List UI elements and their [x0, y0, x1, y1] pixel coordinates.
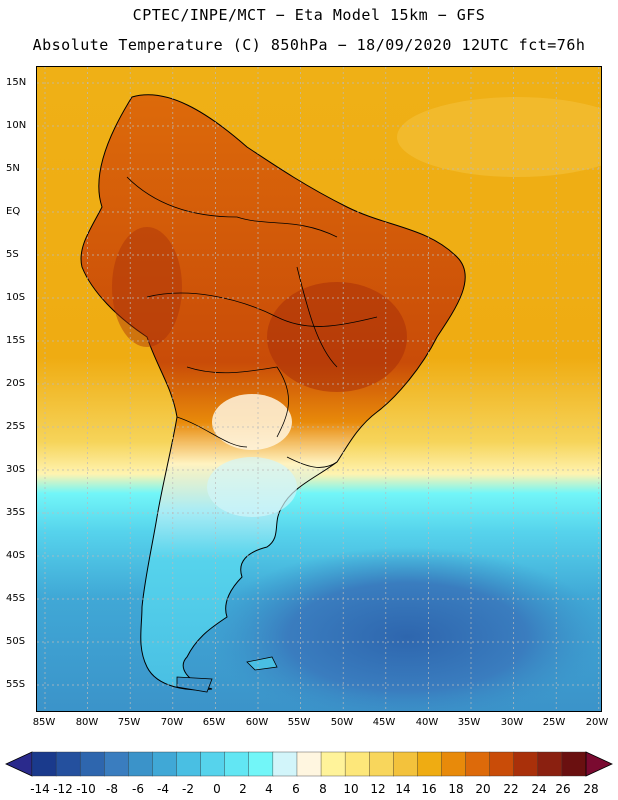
colorbar-cell: [537, 751, 563, 777]
colorbar-label: 12: [370, 782, 386, 796]
lon-label: 50W: [330, 717, 354, 728]
lon-label: 65W: [202, 717, 226, 728]
colorbar-label: 6: [292, 782, 300, 796]
lon-label: 75W: [117, 717, 141, 728]
lon-label: 35W: [457, 717, 481, 728]
hot-core-brazil: [267, 282, 407, 392]
lat-label: EQ: [6, 206, 21, 217]
island-falklands: [246, 656, 278, 671]
lat-label: 20S: [6, 378, 26, 389]
colorbar-label: -10: [76, 782, 96, 796]
colorbar-cell: [465, 751, 491, 777]
lat-label: 15S: [6, 335, 26, 346]
colorbar-cell: [55, 751, 81, 777]
lat-label: 40S: [6, 550, 26, 561]
temperature-field-map: [37, 67, 601, 711]
colorbar-label: 24: [531, 782, 547, 796]
colorbar-label: 26: [555, 782, 571, 796]
colorbar-cell: [369, 751, 394, 777]
colorbar-label: 22: [503, 782, 519, 796]
colorbar-cell: [561, 751, 587, 777]
warm-band-north-ocean: [397, 97, 601, 177]
country-borders: [126, 176, 378, 468]
title-line-2: Absolute Temperature (C) 850hPa − 18/09/…: [32, 36, 586, 54]
colorbar-label: -2: [182, 782, 194, 796]
lon-label: 60W: [245, 717, 269, 728]
lon-label: 45W: [372, 717, 396, 728]
lat-label: 5N: [6, 163, 20, 174]
colorbar-cells: [31, 751, 587, 777]
lat-label: 15N: [6, 77, 27, 88]
colorbar: [5, 751, 613, 777]
colorbar-cell: [176, 751, 202, 777]
colorbar-cell: [128, 751, 153, 777]
colorbar-cell: [224, 751, 250, 777]
colorbar-cell: [489, 751, 515, 777]
cold-core-region: [207, 547, 601, 711]
lat-label: 50S: [6, 636, 26, 647]
island-tierra-del-fuego: [176, 676, 213, 693]
lat-label: 55S: [6, 679, 26, 690]
lat-label: 10S: [6, 292, 26, 303]
colorbar-label: -6: [132, 782, 144, 796]
colorbar-cell: [441, 751, 467, 777]
lat-label: 10N: [6, 120, 27, 131]
colorbar-label: 0: [213, 782, 221, 796]
colorbar-overflow-triangle: [585, 751, 613, 777]
colorbar-cell: [320, 751, 346, 777]
colorbar-cell: [248, 751, 274, 777]
colorbar-label: 4: [265, 782, 273, 796]
colorbar-cell: [417, 751, 442, 777]
hot-core-andes: [112, 227, 182, 347]
colorbar-label: 16: [421, 782, 437, 796]
lon-label: 40W: [415, 717, 439, 728]
lon-label: 55W: [287, 717, 311, 728]
lon-label: 20W: [585, 717, 609, 728]
title-line-1: CPTEC/INPE/MCT − Eta Model 15km − GFS: [132, 6, 486, 24]
colorbar-label: 2: [239, 782, 247, 796]
lat-lon-gridlines: [37, 67, 601, 711]
colorbar-cell: [296, 751, 322, 777]
colorbar-label: -12: [53, 782, 73, 796]
colorbar-label: -14: [30, 782, 50, 796]
colorbar-label: -8: [106, 782, 118, 796]
lon-label: 25W: [542, 717, 566, 728]
colorbar-cell: [104, 751, 129, 777]
colorbar-cell: [513, 751, 539, 777]
cool-patch-central: [212, 394, 292, 450]
colorbar-underflow-triangle: [5, 751, 33, 777]
map-panel: [36, 66, 602, 712]
colorbar-label: 10: [343, 782, 359, 796]
colorbar-label: 28: [583, 782, 599, 796]
colorbar-cell: [272, 751, 298, 777]
lon-label: 85W: [32, 717, 56, 728]
lat-label: 5S: [6, 249, 19, 260]
lat-label: 30S: [6, 464, 26, 475]
colorbar-label: -4: [157, 782, 169, 796]
lon-label: 70W: [160, 717, 184, 728]
cool-patch-south: [207, 457, 297, 517]
lat-label: 25S: [6, 421, 26, 432]
continent-south-america: [80, 94, 466, 691]
lat-label: 35S: [6, 507, 26, 518]
lon-label: 30W: [500, 717, 524, 728]
colorbar-cell: [31, 751, 57, 777]
colorbar-cell: [393, 751, 418, 777]
lat-label: 45S: [6, 593, 26, 604]
lon-label: 80W: [75, 717, 99, 728]
colorbar-label: 14: [395, 782, 411, 796]
colorbar-cell: [79, 751, 105, 777]
colorbar-cell: [344, 751, 370, 777]
colorbar-label: 20: [475, 782, 491, 796]
colorbar-label: 8: [319, 782, 327, 796]
colorbar-label: 18: [448, 782, 464, 796]
colorbar-cell: [200, 751, 226, 777]
colorbar-cell: [152, 751, 178, 777]
